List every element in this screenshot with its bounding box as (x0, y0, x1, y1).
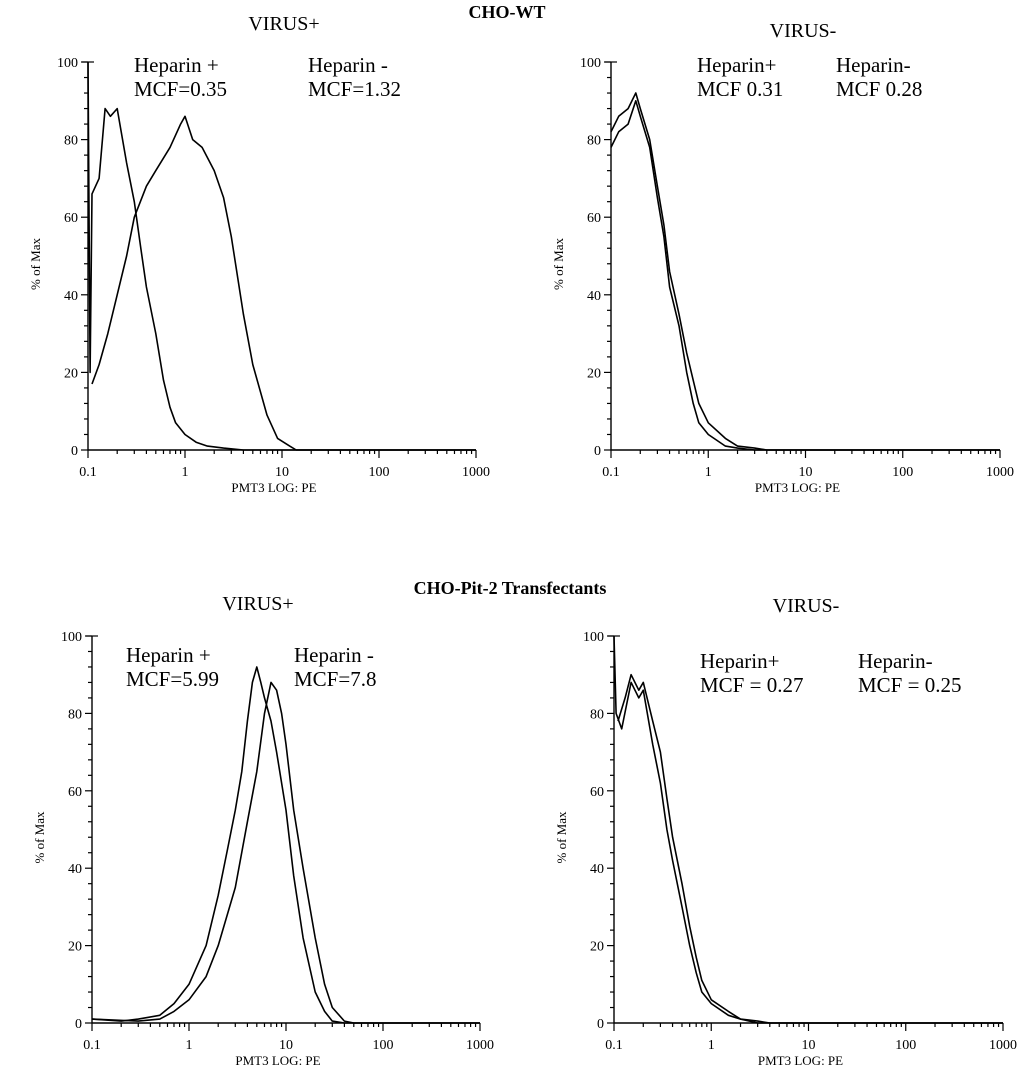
annotation-condition: Heparin- (858, 649, 933, 673)
panel-title: VIRUS- (770, 20, 837, 42)
y-tick-label: 0 (594, 444, 601, 459)
y-tick-label: 60 (68, 785, 82, 800)
x-tick-label: 10 (802, 1038, 816, 1053)
y-tick-label: 60 (64, 211, 78, 226)
y-tick-label: 20 (587, 366, 601, 381)
x-tick-label: 10 (279, 1038, 293, 1053)
y-tick-label: 20 (68, 940, 82, 955)
annotation-condition: Heparin - (308, 53, 388, 77)
x-tick-label: 100 (895, 1038, 916, 1053)
x-tick-label: 10 (799, 465, 813, 480)
x-tick-label: 0.1 (602, 465, 620, 480)
histogram-curve-2 (610, 92, 1000, 451)
annotation-mcf: MCF=5.99 (126, 667, 219, 691)
y-tick-label: 80 (64, 134, 78, 149)
x-axis-label: PMT3 LOG: PE (758, 1053, 843, 1068)
histogram-panel: VIRUS+ 0 20 40 60 80 100 0.1 1 10 100 1000 PMT3 LOG:… (28, 13, 490, 495)
y-axis-label: % of Max (554, 811, 569, 863)
x-tick-label: 1000 (466, 1038, 494, 1053)
histogram-panel: VIRUS+ 0 20 40 60 80 100 0.1 1 10 100 1000 PMT3 LOG:… (32, 593, 494, 1068)
x-tick-label: 10 (275, 465, 289, 480)
x-tick-label: 1000 (989, 1038, 1017, 1053)
y-tick-label: 80 (587, 134, 601, 149)
histogram-curve-2 (91, 115, 476, 451)
annotation-mcf: MCF 0.31 (697, 77, 783, 101)
histogram-panel: VIRUS- 0 20 40 60 80 100 0.1 1 10 100 1000 PMT3 LOG:… (551, 20, 1014, 495)
histogram-curve-1 (610, 100, 1000, 451)
y-tick-label: 40 (587, 289, 601, 304)
annotation-condition: Heparin + (134, 53, 219, 77)
annotation-mcf: MCF = 0.25 (858, 673, 961, 697)
x-tick-label: 1 (705, 465, 712, 480)
x-tick-label: 0.1 (83, 1038, 101, 1053)
annotation-condition: Heparin + (126, 643, 211, 667)
annotation-condition: Heparin- (836, 53, 911, 77)
histogram-curve-1 (613, 635, 1003, 1024)
annotation-mcf: MCF=1.32 (308, 77, 401, 101)
x-axis-label: PMT3 LOG: PE (235, 1053, 320, 1068)
y-tick-label: 20 (64, 366, 78, 381)
annotation-condition: Heparin - (294, 643, 374, 667)
y-tick-label: 100 (580, 56, 601, 71)
y-tick-label: 40 (590, 862, 604, 877)
histogram-curve-2 (91, 681, 480, 1024)
y-axis-label: % of Max (28, 238, 43, 290)
x-axis-label: PMT3 LOG: PE (231, 480, 316, 495)
annotation-condition: Heparin+ (697, 53, 776, 77)
axis-lines (87, 62, 476, 451)
y-tick-label: 80 (68, 707, 82, 722)
histogram-panel: VIRUS- 0 20 40 60 80 100 0.1 1 10 100 1000 PMT3 LOG:… (554, 595, 1017, 1068)
x-tick-label: 1000 (462, 465, 490, 480)
histogram-curve-1 (91, 666, 480, 1024)
x-tick-label: 100 (892, 465, 913, 480)
y-tick-label: 60 (587, 211, 601, 226)
x-axis-label: PMT3 LOG: PE (755, 480, 840, 495)
y-tick-label: 60 (590, 785, 604, 800)
panel-title: VIRUS+ (248, 13, 319, 35)
group-title-cho-wt: CHO-WT (468, 2, 545, 22)
y-tick-label: 0 (597, 1017, 604, 1032)
y-tick-label: 80 (590, 707, 604, 722)
x-tick-label: 1000 (986, 465, 1014, 480)
histogram-curve-2 (617, 673, 1003, 1024)
x-tick-label: 1 (708, 1038, 715, 1053)
y-axis-label: % of Max (32, 811, 47, 863)
x-tick-label: 0.1 (79, 465, 97, 480)
y-tick-label: 100 (583, 630, 604, 645)
x-tick-label: 0.1 (605, 1038, 623, 1053)
annotation-mcf: MCF 0.28 (836, 77, 922, 101)
y-axis-label: % of Max (551, 238, 566, 290)
y-tick-label: 40 (68, 862, 82, 877)
x-tick-label: 1 (182, 465, 189, 480)
y-tick-label: 0 (71, 444, 78, 459)
y-tick-label: 0 (75, 1017, 82, 1032)
group-title-cho-pit2: CHO-Pit-2 Transfectants (414, 578, 607, 598)
histogram-curve-1 (87, 61, 476, 451)
y-tick-label: 20 (590, 940, 604, 955)
annotation-condition: Heparin+ (700, 649, 779, 673)
y-tick-label: 100 (57, 56, 78, 71)
x-tick-label: 100 (369, 465, 390, 480)
x-tick-label: 100 (373, 1038, 394, 1053)
y-tick-label: 100 (61, 630, 82, 645)
panel-title: VIRUS- (773, 595, 840, 617)
x-tick-label: 1 (186, 1038, 193, 1053)
annotation-mcf: MCF=0.35 (134, 77, 227, 101)
panel-title: VIRUS+ (222, 593, 293, 615)
annotation-mcf: MCF=7.8 (294, 667, 376, 691)
annotation-mcf: MCF = 0.27 (700, 673, 803, 697)
axis-lines (610, 62, 1000, 451)
axis-lines (91, 636, 480, 1024)
y-tick-label: 40 (64, 289, 78, 304)
